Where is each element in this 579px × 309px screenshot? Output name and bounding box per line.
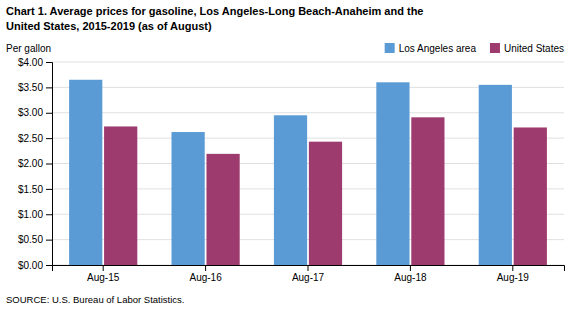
bar <box>411 117 444 265</box>
y-tick-mark <box>46 164 52 165</box>
x-tick: Aug-16 <box>189 265 222 283</box>
title: Chart 1. Average prices for gasoline, Lo… <box>6 5 423 17</box>
y-tick: $0.50 <box>18 234 52 245</box>
bar <box>69 80 102 265</box>
x-tick-label: Aug-18 <box>394 272 427 283</box>
y-tick-label: $2.00 <box>18 158 43 169</box>
legend-label: Los Angeles area <box>399 43 477 54</box>
y-tick-mark <box>46 62 52 63</box>
bar <box>104 126 137 265</box>
grid <box>52 62 564 265</box>
y-tick: $0.00 <box>18 260 52 271</box>
y-tick: $1.50 <box>18 184 52 195</box>
x-tick: Aug-17 <box>292 265 325 283</box>
y-tick-label: $0.00 <box>18 260 43 271</box>
y-tick-label: $1.50 <box>18 184 43 195</box>
bar <box>206 154 239 265</box>
x-tick-mark <box>410 265 411 271</box>
y-tick: $3.00 <box>18 107 52 118</box>
x-tick: Aug-18 <box>394 265 427 283</box>
y-tick-label: $1.00 <box>18 209 43 220</box>
series-bars <box>104 117 547 265</box>
legend-label: United States <box>504 43 564 54</box>
y-tick-mark <box>46 138 52 139</box>
y-tick: $3.50 <box>18 82 52 93</box>
x-tick-mark <box>103 265 104 271</box>
grid-line <box>52 62 564 63</box>
series-bars <box>69 80 512 265</box>
bar <box>309 142 342 265</box>
x-tick-mark <box>205 265 206 271</box>
x-tick-mark <box>308 265 309 271</box>
y-tick: $4.00 <box>18 57 52 68</box>
bar <box>172 132 205 265</box>
chart: Chart 1. Average prices for gasoline, Lo… <box>0 0 579 309</box>
x-tick-mark <box>512 265 513 271</box>
legend-swatch <box>385 43 395 53</box>
y-tick-label: $3.50 <box>18 82 43 93</box>
y-tick-mark <box>46 113 52 114</box>
legend-item: Los Angeles area <box>385 43 477 54</box>
bars <box>69 80 547 265</box>
plot: $0.00 $0.50 $1.00 $1.50 $2.00 $2.50 $3.00 $3.50… <box>18 57 565 283</box>
source-note: SOURCE: U.S. Bureau of Labor Statistics. <box>6 294 184 305</box>
bar <box>274 115 307 265</box>
y-tick: $2.00 <box>18 158 52 169</box>
legend-item: United States <box>490 43 564 54</box>
x-tick-label: Aug-17 <box>292 272 325 283</box>
bar <box>376 82 409 265</box>
y-tick-mark <box>46 87 52 88</box>
y-tick-mark <box>46 240 52 241</box>
x-tick-label: Aug-19 <box>497 272 530 283</box>
y-axis: $0.00 $0.50 $1.00 $1.50 $2.00 $2.50 $3.00 $3.50… <box>18 57 53 271</box>
y-tick-label: $4.00 <box>18 57 43 68</box>
x-tick: Aug-15 <box>87 265 120 283</box>
y-tick-mark <box>46 265 52 266</box>
y-axis-line <box>46 63 53 266</box>
x-axis: Aug-15 Aug-16 Aug-17 Aug-18 Aug-19 <box>53 265 565 283</box>
bar <box>514 127 547 265</box>
x-tick-label: Aug-15 <box>87 272 120 283</box>
y-tick-mark <box>46 189 52 190</box>
y-tick-label: $2.50 <box>18 133 43 144</box>
bar <box>479 85 512 265</box>
y-axis-title: Per gallon <box>6 43 51 54</box>
y-tick-mark <box>46 214 52 215</box>
y-tick-label: $0.50 <box>18 234 43 245</box>
y-tick: $1.00 <box>18 209 52 220</box>
y-tick-label: $3.00 <box>18 107 43 118</box>
x-axis-line <box>53 266 565 272</box>
legend: Los Angeles area United States <box>385 43 564 54</box>
legend-swatch <box>490 43 500 53</box>
y-tick: $2.50 <box>18 133 52 144</box>
x-tick: Aug-19 <box>497 265 530 283</box>
x-tick-label: Aug-16 <box>189 272 222 283</box>
subtitle: United States, 2015-2019 (as of August) <box>6 20 212 32</box>
